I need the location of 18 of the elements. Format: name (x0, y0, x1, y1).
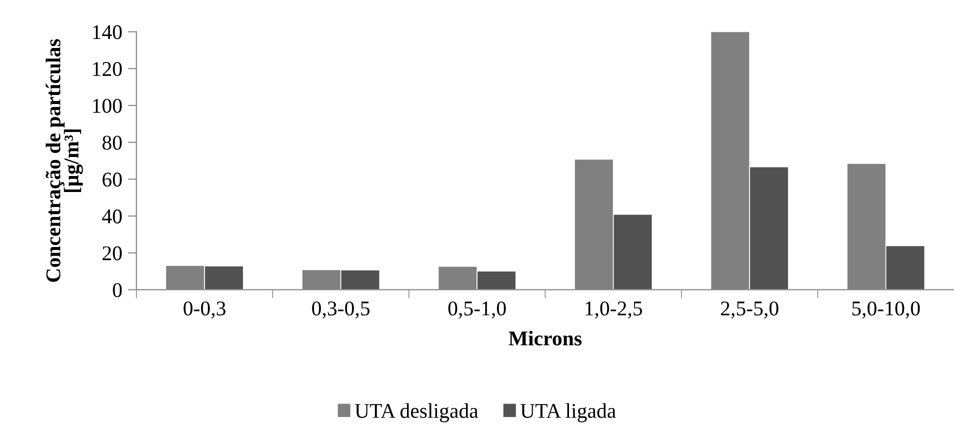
y-axis-title: Concentração de partículas [µg/m³] (46, 39, 83, 282)
x-tick-label: 0-0,3 (184, 301, 226, 319)
x-tick-label: 2,5-5,0 (721, 301, 778, 319)
y-tick-label: 40 (102, 209, 122, 224)
y-tick-label: 60 (102, 172, 122, 187)
legend-label: UTA desligada (354, 403, 478, 422)
x-tick-label: 0,5-1,0 (448, 301, 506, 319)
y-tick-label: 80 (102, 136, 122, 150)
y-tick-label: 120 (93, 62, 122, 76)
x-tick-label: 5,0-10,0 (852, 301, 920, 319)
y-tick-label: 140 (93, 25, 122, 40)
x-tick-label: 1,0-2,5 (586, 301, 642, 319)
y-tick-label: 20 (102, 246, 122, 260)
x-tick-label: 0,3-0,5 (312, 301, 370, 319)
y-tick-label: 0 (112, 283, 122, 298)
y-tick-label: 100 (93, 98, 122, 113)
legend-label: UTA ligada (520, 403, 616, 422)
x-axis-title: Microns (508, 330, 582, 346)
